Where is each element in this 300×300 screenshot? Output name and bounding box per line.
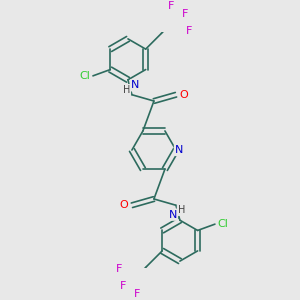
Text: H: H (123, 85, 130, 95)
Text: F: F (134, 289, 140, 299)
Text: F: F (182, 10, 188, 20)
Text: F: F (186, 26, 192, 36)
Text: O: O (179, 90, 188, 100)
Text: F: F (116, 264, 122, 274)
Text: F: F (168, 1, 174, 11)
Text: H: H (178, 205, 185, 215)
Text: N: N (169, 210, 177, 220)
Text: N: N (131, 80, 139, 90)
Text: N: N (175, 145, 183, 155)
Text: F: F (120, 280, 126, 290)
Text: O: O (120, 200, 128, 210)
Text: Cl: Cl (80, 71, 91, 81)
Text: Cl: Cl (217, 219, 228, 229)
